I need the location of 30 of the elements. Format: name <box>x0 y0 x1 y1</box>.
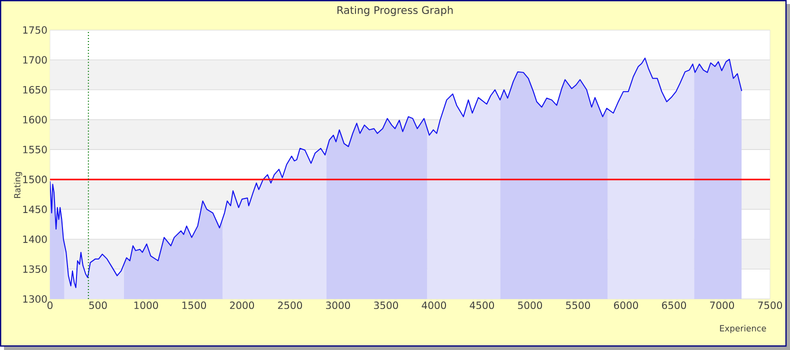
x-tick-label: 500 <box>89 302 107 310</box>
x-axis-title: Experience <box>720 324 766 334</box>
y-tick-label: 1300 <box>23 295 47 303</box>
x-tick-label: 7500 <box>758 302 782 310</box>
line-series <box>50 58 742 288</box>
y-tick-label: 1400 <box>23 235 47 243</box>
x-tick-label: 6500 <box>662 302 686 310</box>
x-tick-label: 2000 <box>230 302 254 310</box>
x-tick-label: 4000 <box>422 302 446 310</box>
x-tick-label: 6000 <box>614 302 638 310</box>
y-tick-label: 1700 <box>23 56 47 64</box>
chart-title: Rating Progress Graph <box>337 6 453 16</box>
x-tick-label: 1000 <box>134 302 158 310</box>
y-tick-label: 1650 <box>23 86 47 94</box>
y-tick-label: 1500 <box>23 176 47 184</box>
x-tick-label: 4500 <box>470 302 494 310</box>
x-tick-label: 5000 <box>518 302 542 310</box>
x-tick-label: 3000 <box>326 302 350 310</box>
x-tick-label: 1500 <box>182 302 206 310</box>
x-tick-label: 3500 <box>374 302 398 310</box>
x-tick-label: 7000 <box>710 302 734 310</box>
x-tick-label: 5500 <box>566 302 590 310</box>
x-tick-label: 2500 <box>278 302 302 310</box>
x-tick-label: 0 <box>47 302 53 310</box>
y-tick-label: 1750 <box>23 26 47 34</box>
y-tick-label: 1350 <box>23 265 47 273</box>
y-tick-label: 1450 <box>23 206 47 214</box>
y-tick-label: 1600 <box>23 116 47 124</box>
y-tick-label: 1550 <box>23 146 47 154</box>
y-axis-title: Rating <box>14 172 22 198</box>
